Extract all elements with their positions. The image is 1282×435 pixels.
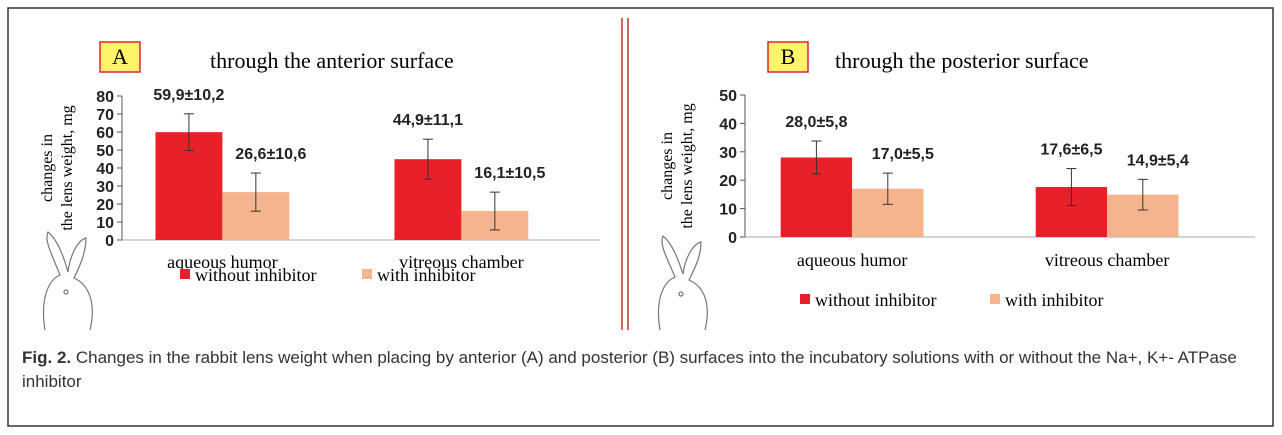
value-label: 16,1±10,5: [474, 165, 545, 182]
caption-text: Changes in the rabbit lens weight when p…: [22, 348, 1237, 391]
legend-swatch: [362, 269, 372, 279]
x-tick-label: vitreous chamber: [1045, 250, 1169, 270]
value-label: 59,9±10,2: [153, 87, 224, 104]
value-label: 14,9±5,4: [1127, 152, 1189, 169]
page: Athrough the anterior surfacechanges int…: [0, 0, 1282, 435]
legend-label: with inhibitor: [377, 265, 476, 285]
x-tick-label: aqueous humor: [797, 250, 907, 270]
value-label: 17,0±5,5: [872, 146, 934, 163]
caption: Fig. 2. Changes in the rabbit lens weigh…: [22, 346, 1252, 394]
value-label: 26,6±10,6: [235, 146, 306, 163]
caption-label: Fig. 2.: [22, 348, 71, 367]
y-tick-label: 10: [719, 202, 737, 219]
panel-label: B: [781, 44, 796, 69]
y-tick-label: 60: [96, 125, 114, 142]
y-axis-label: the lens weight, mg: [679, 103, 696, 228]
legend-swatch: [800, 294, 810, 304]
value-label: 17,6±6,5: [1040, 142, 1102, 159]
chart-title: through the posterior surface: [835, 48, 1089, 73]
legend-label: without inhibitor: [815, 290, 937, 310]
y-tick-label: 0: [728, 230, 737, 247]
panel-label: A: [112, 44, 128, 69]
y-tick-label: 10: [96, 215, 114, 232]
legend-swatch: [990, 294, 1000, 304]
y-tick-label: 20: [96, 197, 114, 214]
y-axis-label: changes in: [659, 132, 676, 200]
y-tick-label: 30: [719, 145, 737, 162]
y-tick-label: 50: [719, 88, 737, 105]
chart-title: through the anterior surface: [210, 48, 454, 73]
y-tick-label: 0: [105, 233, 114, 250]
rabbit-icon: [658, 236, 707, 330]
y-tick-label: 40: [719, 116, 737, 133]
y-tick-label: 20: [719, 173, 737, 190]
y-tick-label: 50: [96, 143, 114, 160]
y-tick-label: 40: [96, 161, 114, 178]
legend-swatch: [180, 269, 190, 279]
legend-label: without inhibitor: [195, 265, 317, 285]
y-tick-label: 80: [96, 89, 114, 106]
legend-label: with inhibitor: [1005, 290, 1104, 310]
rabbit-icon: [43, 232, 92, 330]
value-label: 44,9±11,1: [393, 112, 463, 129]
y-axis-label: changes in: [39, 134, 56, 202]
y-axis-label: the lens weight, mg: [59, 105, 76, 230]
value-label: 28,0±5,8: [785, 114, 847, 131]
y-tick-label: 70: [96, 107, 114, 124]
y-tick-label: 30: [96, 179, 114, 196]
